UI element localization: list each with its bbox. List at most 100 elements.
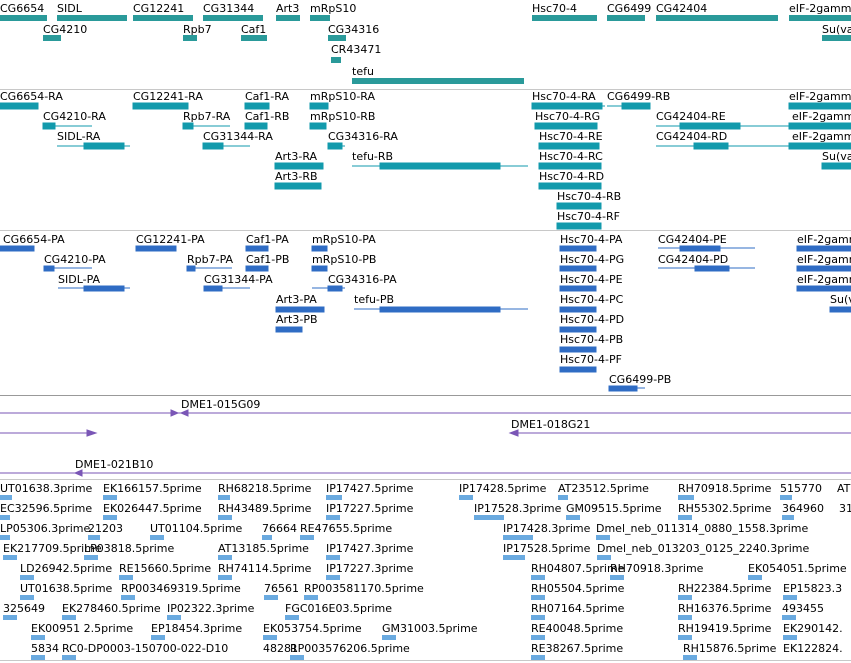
protein-feature[interactable] — [83, 285, 125, 292]
transcript-feature[interactable] — [821, 162, 851, 170]
est-feature[interactable] — [290, 655, 304, 660]
transcript-feature[interactable] — [202, 142, 224, 150]
gene-feature[interactable] — [822, 35, 851, 41]
transcript-feature[interactable] — [309, 122, 327, 130]
est-feature[interactable] — [326, 515, 340, 520]
transcript-feature[interactable] — [531, 102, 603, 110]
est-feature[interactable] — [103, 495, 117, 500]
est-feature[interactable] — [531, 615, 545, 620]
protein-feature[interactable] — [796, 285, 851, 292]
transcript-feature[interactable] — [0, 102, 39, 110]
gene-feature[interactable] — [352, 78, 524, 84]
protein-feature[interactable] — [559, 326, 597, 333]
est-feature[interactable] — [285, 615, 299, 620]
gene-feature[interactable] — [57, 15, 127, 21]
transcript-feature[interactable] — [538, 142, 600, 150]
transcript-feature[interactable] — [538, 182, 602, 190]
est-feature[interactable] — [84, 555, 98, 560]
transcript-feature[interactable] — [244, 122, 268, 130]
est-feature[interactable] — [264, 595, 278, 600]
est-feature[interactable] — [167, 615, 181, 620]
transcript-feature[interactable] — [788, 142, 851, 150]
transcript-feature[interactable] — [244, 102, 270, 110]
est-feature[interactable] — [31, 655, 45, 660]
transcript-feature[interactable] — [379, 162, 501, 170]
gene-feature[interactable] — [203, 15, 263, 21]
protein-feature[interactable] — [559, 285, 597, 292]
est-feature[interactable] — [683, 655, 697, 660]
est-feature[interactable] — [531, 575, 545, 580]
protein-feature[interactable] — [379, 306, 501, 313]
est-feature[interactable] — [597, 555, 611, 560]
est-feature[interactable] — [531, 635, 545, 640]
protein-feature[interactable] — [43, 265, 55, 272]
protein-feature[interactable] — [311, 245, 328, 252]
transcript-feature[interactable] — [679, 122, 741, 130]
est-feature[interactable] — [678, 495, 694, 500]
est-feature[interactable] — [218, 575, 232, 580]
protein-feature[interactable] — [796, 265, 851, 272]
gene-feature[interactable] — [310, 15, 330, 21]
est-feature[interactable] — [31, 635, 45, 640]
est-feature[interactable] — [20, 595, 34, 600]
est-feature[interactable] — [263, 635, 277, 640]
est-feature[interactable] — [782, 515, 794, 520]
gene-feature[interactable] — [133, 15, 193, 21]
protein-feature[interactable] — [203, 285, 223, 292]
protein-feature[interactable] — [559, 306, 597, 313]
gene-feature[interactable] — [43, 35, 61, 41]
transcript-feature[interactable] — [534, 122, 598, 130]
protein-feature[interactable] — [679, 245, 721, 252]
transcript-feature[interactable] — [309, 102, 329, 110]
est-feature[interactable] — [474, 515, 504, 520]
est-feature[interactable] — [3, 555, 17, 560]
est-feature[interactable] — [0, 535, 10, 540]
gene-feature[interactable] — [241, 35, 267, 41]
est-feature[interactable] — [326, 495, 342, 500]
protein-feature[interactable] — [829, 306, 851, 313]
transcript-feature[interactable] — [274, 162, 324, 170]
protein-feature[interactable] — [186, 265, 196, 272]
protein-feature[interactable] — [135, 245, 177, 252]
protein-feature[interactable] — [245, 265, 269, 272]
protein-feature[interactable] — [311, 265, 328, 272]
est-feature[interactable] — [780, 495, 792, 500]
est-feature[interactable] — [218, 515, 232, 520]
transcript-feature[interactable] — [788, 102, 851, 110]
transcript-feature[interactable] — [788, 122, 851, 130]
transcript-feature[interactable] — [42, 122, 56, 130]
est-feature[interactable] — [678, 615, 692, 620]
protein-feature[interactable] — [559, 265, 597, 272]
transcript-feature[interactable] — [182, 122, 194, 130]
est-feature[interactable] — [782, 615, 796, 620]
protein-feature[interactable] — [559, 366, 597, 373]
protein-feature[interactable] — [275, 306, 325, 313]
est-feature[interactable] — [748, 575, 762, 580]
protein-feature[interactable] — [0, 245, 35, 252]
transcript-feature[interactable] — [556, 222, 602, 230]
protein-feature[interactable] — [327, 285, 343, 292]
est-feature[interactable] — [531, 655, 545, 660]
est-feature[interactable] — [103, 515, 117, 520]
est-feature[interactable] — [300, 535, 314, 540]
est-feature[interactable] — [262, 535, 272, 540]
est-feature[interactable] — [678, 635, 692, 640]
est-feature[interactable] — [62, 655, 76, 660]
transcript-feature[interactable] — [538, 162, 602, 170]
est-feature[interactable] — [503, 555, 525, 560]
protein-feature[interactable] — [694, 265, 730, 272]
protein-feature[interactable] — [245, 245, 269, 252]
est-feature[interactable] — [3, 615, 17, 620]
est-feature[interactable] — [566, 515, 580, 520]
est-feature[interactable] — [150, 535, 164, 540]
transcript-feature[interactable] — [327, 142, 343, 150]
est-feature[interactable] — [678, 515, 692, 520]
gene-feature[interactable] — [532, 15, 597, 21]
gene-feature[interactable] — [328, 35, 346, 41]
protein-feature[interactable] — [796, 245, 851, 252]
gene-feature[interactable] — [656, 15, 778, 21]
est-feature[interactable] — [382, 635, 396, 640]
protein-feature[interactable] — [608, 385, 638, 392]
gene-feature[interactable] — [331, 57, 341, 63]
transcript-feature[interactable] — [132, 102, 189, 110]
